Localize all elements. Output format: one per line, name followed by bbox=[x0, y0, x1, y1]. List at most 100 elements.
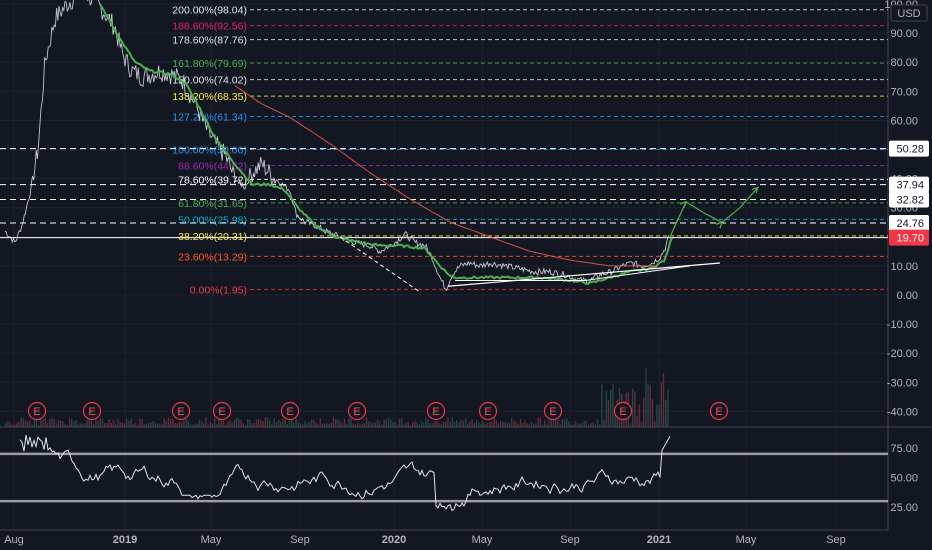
volume-bar bbox=[40, 418, 42, 427]
volume-bar bbox=[612, 384, 614, 427]
earnings-marker[interactable] bbox=[478, 401, 498, 421]
projection-path bbox=[669, 186, 759, 238]
time-tick-label: May bbox=[201, 534, 222, 546]
fib-level-label: 200.00%(98.04) bbox=[172, 5, 247, 17]
earnings-marker[interactable] bbox=[347, 401, 367, 421]
volume-bar bbox=[511, 418, 513, 427]
volume-bar bbox=[484, 424, 486, 427]
volume-bar bbox=[317, 424, 319, 427]
volume-bar bbox=[572, 424, 574, 427]
time-tick-label: 2020 bbox=[382, 534, 406, 546]
volume-bar bbox=[62, 421, 64, 427]
earnings-marker[interactable] bbox=[82, 401, 102, 421]
volume-bar bbox=[383, 419, 385, 427]
volume-bar bbox=[174, 423, 176, 427]
volume-bar bbox=[315, 422, 317, 427]
time-tick-label: May bbox=[736, 534, 757, 546]
volume-bar bbox=[156, 423, 159, 427]
volume-bar bbox=[513, 420, 515, 427]
volume-bars bbox=[5, 367, 669, 427]
volume-bar bbox=[222, 419, 225, 427]
price-tick-label: 70.00 bbox=[890, 86, 918, 98]
volume-bar bbox=[588, 424, 590, 427]
volume-bar bbox=[295, 418, 297, 427]
volume-bar bbox=[55, 423, 57, 427]
volume-bar bbox=[629, 422, 632, 427]
volume-bar bbox=[231, 423, 233, 427]
volume-bar bbox=[5, 423, 7, 427]
earnings-marker[interactable] bbox=[709, 401, 729, 421]
volume-bar bbox=[475, 419, 478, 427]
earnings-marker[interactable] bbox=[212, 401, 232, 421]
volume-bar bbox=[667, 389, 669, 427]
volume-bar bbox=[291, 417, 293, 427]
volume-bar bbox=[38, 424, 40, 427]
volume-bar bbox=[469, 421, 471, 427]
volume-bar bbox=[282, 418, 284, 427]
volume-bar bbox=[423, 422, 425, 427]
volume-bar bbox=[462, 420, 464, 427]
volume-bar bbox=[460, 419, 462, 427]
volume-bar bbox=[489, 421, 491, 427]
volume-bar bbox=[328, 423, 330, 427]
volume-bar bbox=[310, 419, 313, 427]
volume-bar bbox=[203, 423, 205, 427]
earnings-marker[interactable] bbox=[543, 401, 563, 421]
volume-bar bbox=[552, 419, 555, 427]
earnings-marker-label: E bbox=[549, 406, 556, 418]
volume-bar bbox=[93, 424, 95, 427]
earnings-marker-label: E bbox=[88, 406, 95, 418]
time-tick-label: 2019 bbox=[113, 534, 137, 546]
volume-bar bbox=[273, 418, 275, 427]
earnings-marker[interactable] bbox=[27, 401, 47, 421]
earnings-marker[interactable] bbox=[280, 401, 300, 421]
slow-moving-average bbox=[234, 85, 658, 267]
volume-bar bbox=[66, 424, 68, 427]
volume-bar bbox=[539, 417, 541, 427]
volume-bar bbox=[214, 417, 216, 427]
volume-bar bbox=[106, 422, 108, 427]
earnings-marker[interactable] bbox=[613, 401, 633, 421]
volume-bar bbox=[581, 422, 583, 427]
fib-level-label: 150.00%(74.02) bbox=[172, 75, 247, 87]
earnings-marker[interactable] bbox=[171, 401, 191, 421]
price-tick-label: 60.00 bbox=[890, 115, 918, 127]
volume-bar bbox=[286, 423, 288, 427]
volume-bar bbox=[302, 424, 304, 427]
volume-bar bbox=[247, 419, 249, 427]
volume-bar bbox=[370, 422, 372, 427]
currency-box bbox=[890, 4, 928, 22]
volume-bar bbox=[64, 424, 66, 427]
axes: 100.0090.0080.0070.0060.0050.0040.0030.0… bbox=[4, 0, 928, 546]
volume-bar bbox=[145, 423, 148, 427]
volume-bar bbox=[456, 420, 458, 427]
volume-bar bbox=[605, 391, 607, 427]
volume-bar bbox=[379, 421, 381, 427]
volume-bar bbox=[544, 420, 546, 427]
earnings-marker-label: E bbox=[218, 406, 225, 418]
volume-bar bbox=[638, 404, 640, 427]
volume-bar bbox=[35, 419, 38, 427]
volume-bar bbox=[577, 423, 579, 427]
volume-bar bbox=[506, 422, 508, 427]
volume-bar bbox=[284, 418, 286, 427]
volume-bar bbox=[568, 421, 570, 427]
earnings-marker-label: E bbox=[177, 406, 184, 418]
earnings-marker[interactable] bbox=[426, 401, 446, 421]
price-tag-label: 32.82 bbox=[896, 194, 924, 206]
volume-bar bbox=[359, 425, 361, 427]
volume-bar bbox=[211, 423, 214, 427]
volume-bar bbox=[167, 417, 170, 427]
volume-bar bbox=[522, 422, 524, 427]
volume-bar bbox=[405, 422, 407, 427]
volume-bar bbox=[436, 421, 438, 427]
volume-bar bbox=[154, 422, 156, 427]
time-tick-label: May bbox=[472, 534, 493, 546]
volume-bar bbox=[260, 420, 262, 427]
volume-bar bbox=[497, 422, 500, 427]
volume-bar bbox=[152, 420, 154, 427]
volume-bar bbox=[101, 419, 104, 427]
volume-bar bbox=[357, 423, 359, 427]
